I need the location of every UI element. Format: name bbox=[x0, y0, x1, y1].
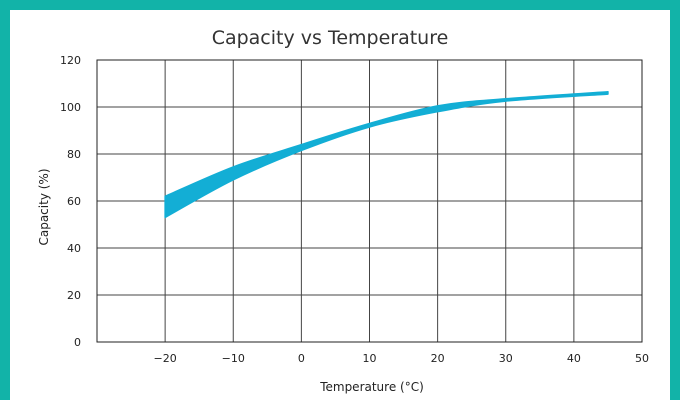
capacity-band bbox=[164, 90, 609, 219]
x-tick-label: −10 bbox=[222, 352, 245, 365]
x-tick-labels: −20 −10 0 10 20 30 40 50 bbox=[154, 352, 649, 365]
x-tick-label: 10 bbox=[363, 352, 377, 365]
chart: Capacity vs Temperature −20 −10 0 10 20 30 40 5… bbox=[37, 27, 649, 394]
x-tick-label: 20 bbox=[431, 352, 445, 365]
y-axis-label: Capacity (%) bbox=[37, 168, 51, 245]
x-tick-label: −20 bbox=[154, 352, 177, 365]
y-tick-label: 120 bbox=[60, 54, 81, 67]
y-tick-label: 0 bbox=[74, 336, 81, 349]
y-tick-label: 40 bbox=[67, 242, 81, 255]
y-tick-label: 60 bbox=[67, 195, 81, 208]
x-tick-label: 50 bbox=[635, 352, 649, 365]
y-tick-label: 20 bbox=[67, 289, 81, 302]
y-tick-labels: 0 20 40 60 80 100 120 bbox=[60, 54, 81, 349]
y-tick-label: 100 bbox=[60, 101, 81, 114]
x-tick-label: 30 bbox=[499, 352, 513, 365]
x-tick-label: 40 bbox=[567, 352, 581, 365]
chart-title: Capacity vs Temperature bbox=[212, 27, 449, 49]
chart-frame: Capacity vs Temperature −20 −10 0 10 20 30 40 5… bbox=[10, 10, 670, 400]
x-axis-label: Temperature (°C) bbox=[319, 380, 424, 394]
y-tick-label: 80 bbox=[67, 148, 81, 161]
x-tick-label: 0 bbox=[298, 352, 305, 365]
plot-border bbox=[96, 59, 643, 343]
